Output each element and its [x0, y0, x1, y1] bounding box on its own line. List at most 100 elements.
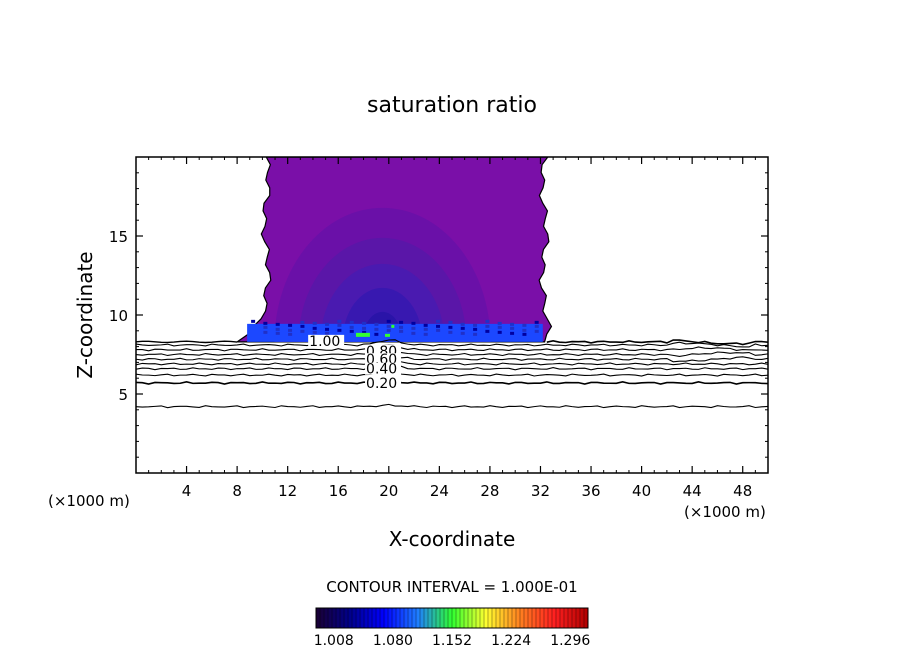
- highlight-patch: [355, 332, 370, 337]
- contour-line: [546, 339, 768, 346]
- fill-speckle: [312, 321, 317, 325]
- fill-speckle: [448, 330, 453, 334]
- fill-speckle: [473, 332, 478, 336]
- fill-speckle: [374, 332, 379, 336]
- contour-label: 1.00: [309, 334, 340, 350]
- fill-speckle: [386, 328, 391, 332]
- fill-speckle: [497, 325, 502, 329]
- fill-speckle: [300, 329, 305, 333]
- fill-speckle: [423, 332, 428, 336]
- fill-speckle: [448, 320, 453, 324]
- x-tick-label: 20: [379, 482, 398, 500]
- fill-speckle: [288, 328, 293, 332]
- y-tick-label: 10: [109, 307, 128, 325]
- fill-speckle: [534, 329, 539, 333]
- fill-speckle: [423, 327, 428, 331]
- contour-line: [136, 348, 768, 358]
- x-tick-label: 36: [581, 482, 600, 500]
- contour-label-bg: [365, 362, 402, 375]
- fill-speckle: [263, 330, 268, 334]
- fill-speckle: [485, 329, 490, 333]
- fill-speckle: [349, 320, 354, 324]
- fill-speckle: [436, 324, 441, 328]
- y-tick-label: 5: [118, 386, 128, 404]
- x-tick-label: 24: [430, 482, 449, 500]
- contour-line: [136, 344, 768, 352]
- fill-speckle: [399, 329, 404, 333]
- x-unit-right: (×1000 m): [684, 503, 766, 521]
- contour-label-bg: [365, 353, 402, 366]
- contour-line: [136, 371, 768, 377]
- colorbar-tick-label: 1.008: [314, 633, 354, 649]
- y-axis-label: Z-coordinate: [73, 251, 97, 378]
- fill-speckle: [275, 322, 280, 326]
- fill-speckle: [423, 323, 428, 327]
- fill-speckle: [534, 320, 539, 324]
- fill-speckle: [399, 325, 404, 329]
- colorbar-tick-label: 1.152: [432, 633, 472, 649]
- fill-speckle: [411, 321, 416, 325]
- x-tick-label: 40: [632, 482, 651, 500]
- fill-speckle: [251, 319, 256, 323]
- x-tick-label: 12: [278, 482, 297, 500]
- contour-line: [136, 379, 768, 385]
- fill-speckle: [399, 320, 404, 324]
- colorbar-labels: 1.008 1.080 1.152 1.224 1.296: [314, 633, 591, 649]
- fill-speckle: [362, 321, 367, 325]
- fill-speckle: [325, 327, 330, 331]
- fill-speckle: [337, 323, 342, 327]
- chart-title: saturation ratio: [367, 93, 537, 118]
- fill-speckle: [411, 331, 416, 335]
- fill-speckle: [300, 320, 305, 324]
- fill-speckle: [522, 328, 527, 332]
- contour-label-bg: [308, 334, 345, 347]
- fill-speckle: [349, 329, 354, 333]
- contour-interval-label: CONTOUR INTERVAL = 1.000E-01: [326, 578, 577, 596]
- y-tick-label: 15: [109, 228, 128, 246]
- x-tick-label: 44: [683, 482, 702, 500]
- contour-line: [136, 365, 768, 371]
- contour-line: [136, 403, 768, 409]
- fill-speckle: [275, 331, 280, 335]
- colorbar-tick-label: 1.296: [550, 633, 590, 649]
- x-tick-label: 32: [531, 482, 550, 500]
- colorbar-ticks: [319, 608, 585, 628]
- fill-speckle: [485, 324, 490, 328]
- fill-speckle: [288, 332, 293, 336]
- fill-speckle: [275, 327, 280, 331]
- fill-speckle: [460, 331, 465, 335]
- x-tick-label: 48: [733, 482, 752, 500]
- fill-speckle: [485, 319, 490, 323]
- fill-speckle: [497, 330, 502, 334]
- contour-label: 0.40: [366, 362, 397, 378]
- fill-speckle: [448, 325, 453, 329]
- fill-speckle: [325, 331, 330, 335]
- contour-lines: [136, 339, 768, 409]
- x-tick-label: 16: [329, 482, 348, 500]
- contour-line: [136, 339, 768, 348]
- x-unit-left: (×1000 m): [48, 492, 130, 510]
- x-axis-label: X-coordinate: [389, 527, 516, 551]
- fill-speckle: [460, 322, 465, 326]
- fill-speckle: [473, 323, 478, 327]
- fill-speckle: [534, 324, 539, 328]
- fill-speckle: [522, 332, 527, 336]
- fill-speckle: [460, 326, 465, 330]
- fill-speckle: [436, 319, 441, 323]
- colorbar-tick-label: 1.080: [373, 633, 413, 649]
- fill-speckle: [374, 327, 379, 331]
- fill-speckle: [288, 323, 293, 327]
- contour-line: [136, 355, 768, 363]
- fill-speckle: [473, 327, 478, 331]
- highlight-patch: [391, 324, 395, 328]
- fill-speckle: [386, 319, 391, 323]
- x-tick-label: 4: [182, 482, 192, 500]
- fill-speckle: [325, 322, 330, 326]
- fill-speckle: [362, 326, 367, 330]
- fill-speckle: [263, 321, 268, 325]
- fill-speckle: [263, 325, 268, 329]
- fill-speckle: [510, 322, 515, 326]
- y-axis-ticks: 5 10 15: [109, 172, 768, 458]
- x-axis-ticks: 4 8 12 16 20 24 28 32 36 40 44 48: [148, 157, 756, 500]
- saturation-fill: [235, 157, 553, 343]
